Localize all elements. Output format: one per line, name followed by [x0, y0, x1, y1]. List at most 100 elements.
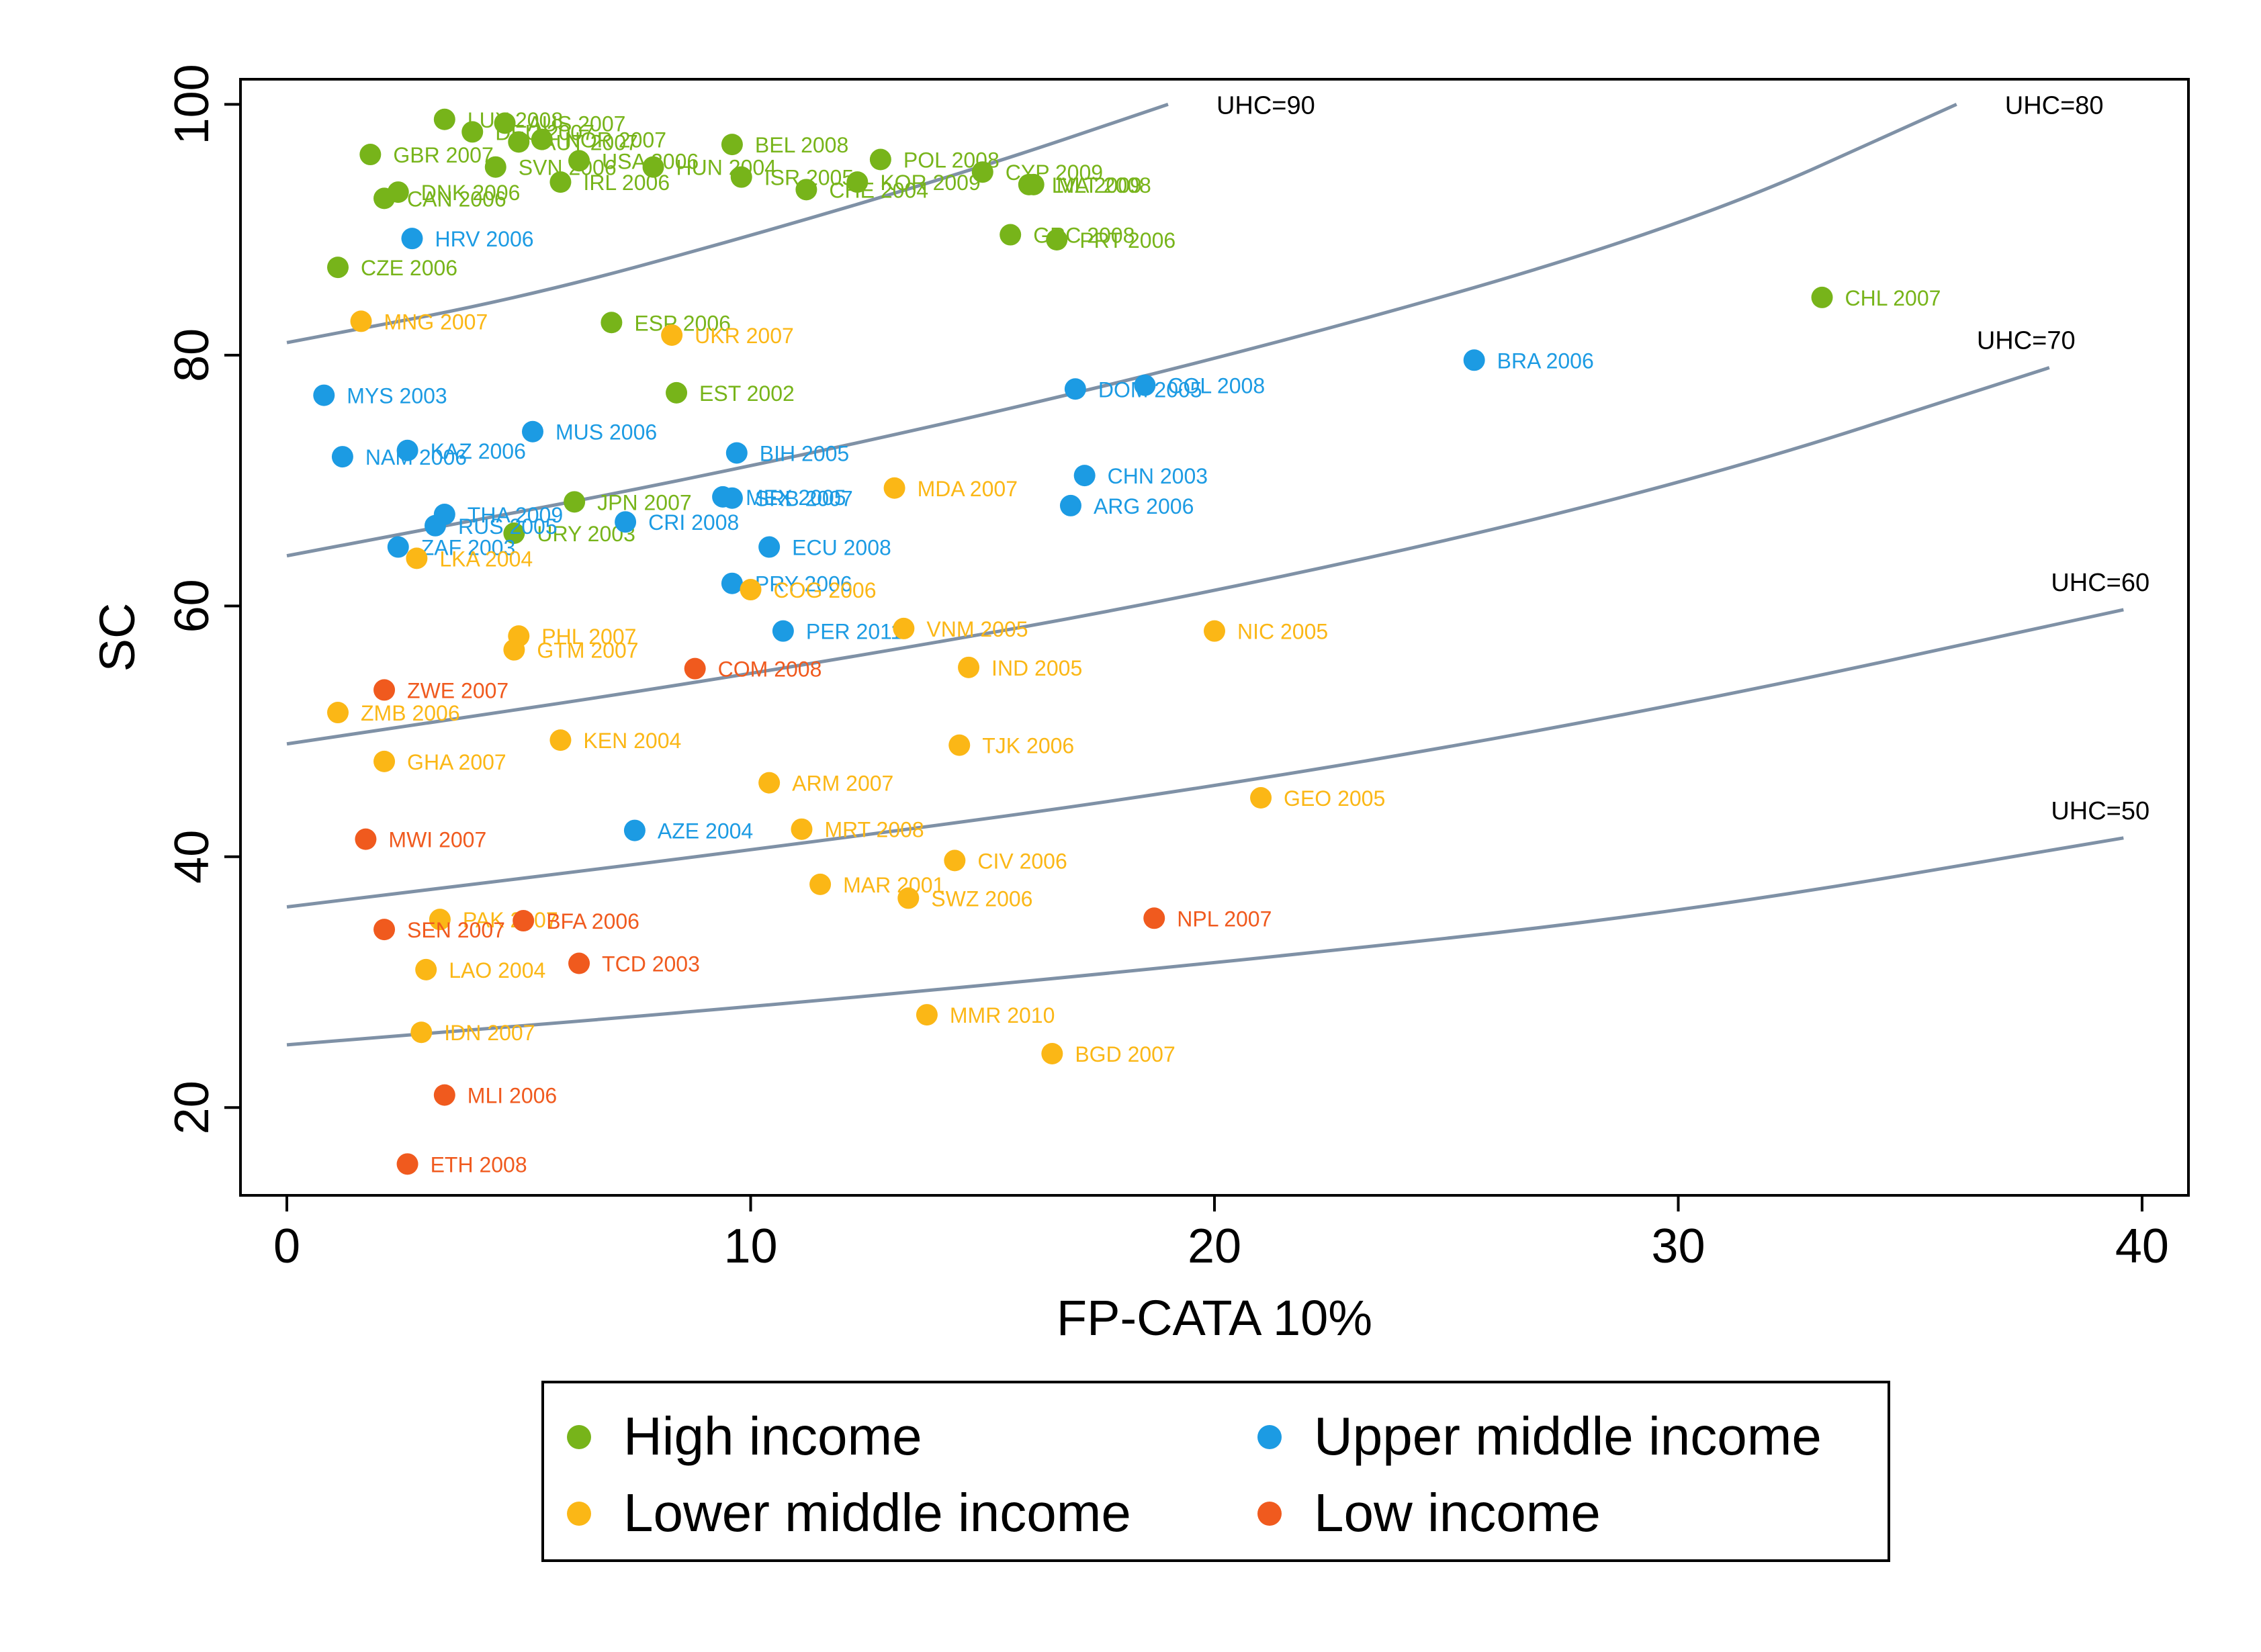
point-label-58: GTM 2007	[537, 639, 638, 663]
uhc-curve-1	[286, 103, 1957, 558]
point-76	[355, 828, 377, 850]
uhc-curve-label-0: UHC=90	[1216, 91, 1315, 120]
point-label-63: ARM 2007	[792, 772, 893, 796]
point-label-35: ZAF 2003	[421, 536, 516, 560]
point-43	[623, 819, 646, 841]
point-69	[429, 909, 451, 931]
point-label-47: ARG 2006	[1094, 494, 1194, 518]
uhc-curve-0	[286, 102, 1169, 345]
point-label-57: PHL 2007	[541, 625, 636, 649]
point-10	[549, 171, 572, 193]
point-label-71: IDN 2007	[444, 1021, 535, 1045]
point-3	[508, 131, 530, 153]
point-label-15: KOR 2009	[880, 171, 980, 195]
point-label-11: HUN 2004	[676, 156, 777, 180]
point-46	[1073, 465, 1096, 487]
point-63	[758, 772, 781, 794]
point-44	[1064, 378, 1086, 400]
x-tick-label-4: 40	[2115, 1220, 2169, 1273]
uhc-curves: UHC=90 UHC=80 UHC=70 UHC=60 UHC=50	[286, 91, 2149, 1047]
point-label-45: COL 2008	[1167, 374, 1265, 398]
point-65	[791, 818, 813, 840]
point-49	[350, 310, 372, 332]
point-80	[1143, 907, 1165, 929]
point-61	[549, 729, 572, 751]
point-label-78: BFA 2006	[546, 909, 639, 933]
legend-box	[541, 1381, 1890, 1562]
point-label-25: CHL 2007	[1845, 286, 1941, 310]
point-label-26: JPN 2007	[597, 490, 692, 514]
point-label-73: BGD 2007	[1075, 1042, 1175, 1066]
point-24	[666, 381, 688, 404]
point-label-7: GBR 2007	[393, 143, 493, 167]
point-11	[642, 156, 664, 178]
point-label-38: MEX 2005	[746, 486, 846, 510]
point-label-59: ZMB 2006	[361, 701, 460, 725]
point-47	[1059, 494, 1081, 516]
point-label-4: NOR 2007	[565, 128, 666, 152]
uhc-curve-label-4: UHC=50	[2051, 797, 2149, 825]
point-label-61: KEN 2004	[583, 729, 681, 753]
point-50	[661, 324, 683, 346]
point-23	[601, 312, 623, 334]
point-16	[869, 148, 891, 171]
point-71	[410, 1021, 433, 1044]
point-label-81: MLI 2006	[468, 1084, 557, 1108]
point-label-0: LUX 2008	[468, 108, 563, 132]
point-label-33: THA 2009	[468, 503, 563, 527]
point-label-37: BIH 2005	[760, 441, 849, 465]
point-22	[327, 257, 349, 279]
point-label-55: IND 2005	[991, 656, 1082, 680]
point-20	[1000, 224, 1022, 246]
legend-label-lower: Lower middle income	[623, 1483, 1131, 1543]
point-label-77: SEN 2007	[407, 918, 505, 942]
point-label-32: MUS 2006	[556, 420, 657, 445]
point-label-56: NIC 2005	[1237, 620, 1328, 644]
point-label-66: CIV 2006	[977, 849, 1067, 873]
point-19	[1022, 173, 1045, 195]
point-60	[373, 750, 396, 772]
point-29	[313, 384, 335, 406]
point-label-51: LKA 2004	[439, 547, 533, 571]
point-label-62: TJK 2006	[982, 734, 1074, 758]
point-39	[721, 487, 743, 509]
x-tick-label-1: 10	[723, 1220, 777, 1273]
point-13	[730, 166, 752, 188]
point-35	[387, 536, 409, 558]
point-label-12: BEL 2008	[755, 133, 848, 157]
point-label-31: KAZ 2006	[431, 439, 526, 463]
point-label-41: PRY 2006	[755, 572, 852, 596]
point-21	[1046, 229, 1068, 251]
uhc-curve-3	[286, 608, 2124, 909]
point-label-49: MNG 2007	[384, 310, 488, 334]
y-tick-label-0: 20	[165, 1081, 219, 1134]
legend: High income Upper middle income Lower mi…	[541, 1381, 1890, 1562]
point-label-28: HRV 2006	[435, 227, 533, 251]
point-6	[568, 150, 590, 172]
point-34	[425, 514, 446, 537]
point-label-69: PAK 2007	[463, 908, 558, 932]
point-label-39: SRB 2007	[755, 487, 853, 511]
point-30	[331, 446, 353, 468]
legend-label-high: High income	[623, 1406, 922, 1466]
point-label-80: NPL 2007	[1177, 907, 1272, 931]
point-0	[433, 108, 455, 130]
point-28	[401, 228, 423, 250]
uhc-curve-label-3: UHC=60	[2051, 569, 2149, 597]
point-67	[809, 873, 832, 895]
point-75	[684, 657, 706, 680]
point-53	[740, 579, 762, 601]
point-label-18: LVA 2009	[1052, 173, 1142, 197]
x-axis-title: FP-CATA 10%	[1057, 1290, 1372, 1346]
point-68	[897, 887, 920, 909]
point-label-42: PER 2011	[806, 620, 903, 644]
point-label-9: CAN 2006	[407, 187, 506, 211]
legend-marker-lower	[567, 1502, 591, 1526]
point-2	[494, 112, 516, 134]
point-55	[958, 656, 980, 678]
point-73	[1041, 1042, 1063, 1064]
point-label-46: CHN 2003	[1108, 464, 1208, 488]
x-tick-label-2: 20	[1188, 1220, 1241, 1273]
point-77	[373, 919, 396, 941]
